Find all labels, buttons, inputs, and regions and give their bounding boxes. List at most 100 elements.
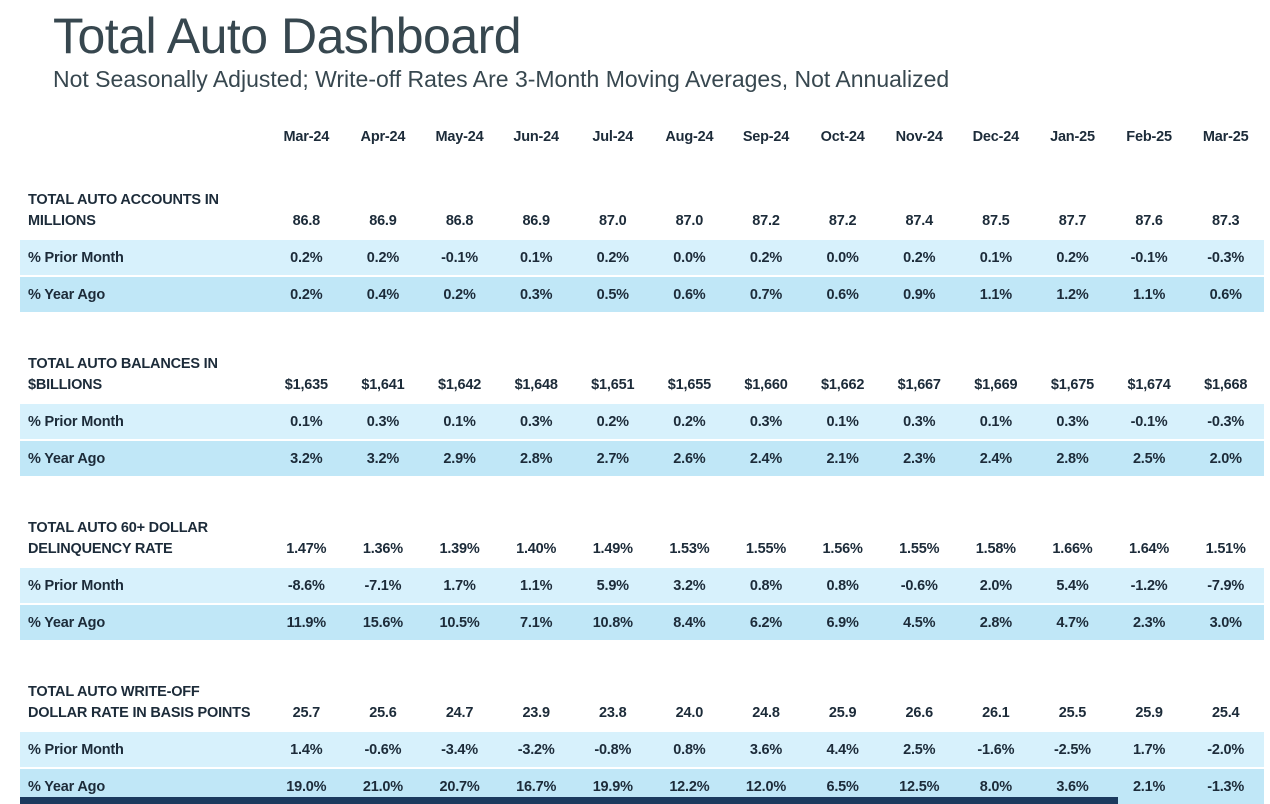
prior-month-cell: 0.1% <box>979 413 1012 430</box>
prior-month-row: % Prior Month 1.4% -0.6% -3.4% -3.2% -0.8% 0.8… <box>20 732 1264 767</box>
year-ago-cell: 12.2% <box>669 778 710 795</box>
prior-month-cell: -3.2% <box>517 741 555 758</box>
year-ago-cell: 4.5% <box>903 614 936 631</box>
metric-value-cell: 26.1 <box>982 705 1010 721</box>
prior-month-cell: 0.8% <box>826 577 859 594</box>
section-values-row: DOLLAR RATE IN BASIS POINTS 25.7 25.6 24.7 2… <box>20 700 1264 726</box>
prior-month-cell: 1.7% <box>1132 741 1166 758</box>
section-title-line1: TOTAL AUTO 60+ DOLLAR <box>28 520 208 536</box>
year-ago-cell: 2.8% <box>520 450 553 467</box>
prior-month-label: % Prior Month <box>28 577 124 594</box>
month-header-cell: May-24 <box>435 129 484 145</box>
year-ago-cell: 4.7% <box>1056 614 1089 631</box>
year-ago-cell: 2.1% <box>826 450 859 467</box>
year-ago-cell: 2.8% <box>979 614 1012 631</box>
prior-month-cell: -0.6% <box>900 577 938 594</box>
year-ago-cell: 2.9% <box>443 450 476 467</box>
prior-month-cell: -0.1% <box>1130 413 1168 430</box>
page-subtitle: Not Seasonally Adjusted; Write-off Rates… <box>53 66 950 92</box>
metric-value-cell: $1,675 <box>1050 377 1095 393</box>
prior-month-cell: 0.2% <box>366 249 400 266</box>
prior-month-cell: -2.0% <box>1207 741 1245 758</box>
prior-month-cell: 3.2% <box>673 577 706 594</box>
year-ago-cell: 0.6% <box>673 286 706 303</box>
metric-value-cell: 87.0 <box>675 213 704 229</box>
year-ago-cell: 2.0% <box>1209 450 1242 467</box>
month-header-cell: Mar-24 <box>283 129 330 145</box>
prior-month-cell: -0.6% <box>364 741 402 758</box>
year-ago-cell: 0.5% <box>596 286 629 303</box>
metric-value-cell: 86.8 <box>445 213 474 229</box>
prior-month-cell: 1.7% <box>443 577 476 594</box>
year-ago-cell: 3.0% <box>1209 614 1242 631</box>
year-ago-cell: 2.1% <box>1132 778 1166 795</box>
year-ago-cell: 21.0% <box>362 778 403 795</box>
metric-value-cell: 25.5 <box>1058 705 1087 721</box>
prior-month-cell: 0.3% <box>1056 413 1089 430</box>
prior-month-cell: 0.8% <box>673 741 706 758</box>
section-title-row: TOTAL AUTO BALANCES IN <box>20 350 1264 372</box>
year-ago-cell: 0.9% <box>903 286 936 303</box>
year-ago-cell: 2.5% <box>1132 450 1166 467</box>
prior-month-cell: -3.4% <box>441 741 478 758</box>
year-ago-cell: 11.9% <box>286 614 327 631</box>
prior-month-cell: 0.8% <box>749 577 783 594</box>
metric-value-cell: 1.39% <box>439 541 480 557</box>
metric-value-cell: 25.6 <box>369 705 397 721</box>
metric-value-cell: $1,655 <box>667 377 711 393</box>
prior-month-cell: 0.0% <box>673 249 706 266</box>
prior-month-cell: 0.2% <box>596 413 629 430</box>
year-ago-cell: 10.8% <box>592 614 633 631</box>
section-title-row: TOTAL AUTO ACCOUNTS IN <box>20 186 1264 208</box>
prior-month-cell: 4.4% <box>826 741 859 758</box>
prior-month-cell: 2.5% <box>903 741 936 758</box>
prior-month-label: % Prior Month <box>28 413 124 430</box>
prior-month-cell: 3.6% <box>749 741 783 758</box>
year-ago-cell: 2.3% <box>903 450 936 467</box>
metric-value-cell: 24.0 <box>675 705 704 721</box>
prior-month-cell: -0.3% <box>1207 413 1245 430</box>
metric-value-cell: $1,651 <box>591 377 635 393</box>
metric-value-cell: $1,648 <box>514 377 558 393</box>
section-title-row: TOTAL AUTO WRITE-OFF <box>20 678 1264 700</box>
prior-month-cell: 0.3% <box>749 413 783 430</box>
year-ago-cell: 1.2% <box>1056 286 1089 303</box>
metric-value-cell: 87.2 <box>752 213 780 229</box>
metric-value-cell: $1,635 <box>284 377 328 393</box>
metric-value-cell: 1.36% <box>362 541 403 557</box>
metric-value-cell: 87.7 <box>1058 213 1087 229</box>
prior-month-cell: 0.1% <box>290 413 323 430</box>
metric-value-cell: 1.49% <box>592 541 633 557</box>
metric-value-cell: $1,662 <box>821 377 865 393</box>
metric-value-cell: 24.7 <box>445 705 474 721</box>
metric-value-cell: 1.58% <box>975 541 1016 557</box>
year-ago-cell: 2.4% <box>979 450 1012 467</box>
year-ago-cell: 1.1% <box>1132 286 1166 303</box>
year-ago-row: % Year Ago 0.2% 0.4% 0.2% 0.3% 0.5% 0.6% 0.7% 0.… <box>20 277 1264 312</box>
month-header-cell: Jun-24 <box>513 129 559 145</box>
metric-value-cell: 1.66% <box>1052 541 1093 557</box>
metric-value-cell: 24.8 <box>752 705 780 721</box>
metric-value-cell: 1.51% <box>1205 541 1246 557</box>
prior-month-cell: 0.1% <box>979 249 1012 266</box>
prior-month-cell: -0.1% <box>1130 249 1168 266</box>
prior-month-cell: 0.1% <box>520 249 553 266</box>
section-title-line2: $BILLIONS <box>28 377 102 393</box>
prior-month-label: % Prior Month <box>28 249 124 266</box>
prior-month-row: % Prior Month 0.2% 0.2% -0.1% 0.1% 0.2% 0.0% 0.… <box>20 240 1264 275</box>
metric-value-cell: 26.6 <box>905 705 934 721</box>
metric-value-cell: 87.5 <box>982 213 1010 229</box>
month-header-cell: Feb-25 <box>1126 129 1172 145</box>
year-ago-cell: 8.4% <box>673 614 706 631</box>
year-ago-cell: 0.7% <box>749 286 783 303</box>
metric-value-cell: 1.53% <box>669 541 710 557</box>
month-header-cell: Jan-25 <box>1050 129 1095 145</box>
prior-month-label: % Prior Month <box>28 741 124 758</box>
prior-month-cell: -1.2% <box>1130 577 1168 594</box>
year-ago-cell: 0.6% <box>1209 286 1242 303</box>
metric-section: TOTAL AUTO WRITE-OFF DOLLAR RATE IN BASIS… <box>20 678 1264 804</box>
metric-value-cell: 23.9 <box>522 705 550 721</box>
metric-section: TOTAL AUTO ACCOUNTS IN MILLIONS 86.8 86.9 86… <box>20 186 1264 312</box>
prior-month-cell: -7.1% <box>364 577 402 594</box>
year-ago-cell: 0.2% <box>443 286 476 303</box>
